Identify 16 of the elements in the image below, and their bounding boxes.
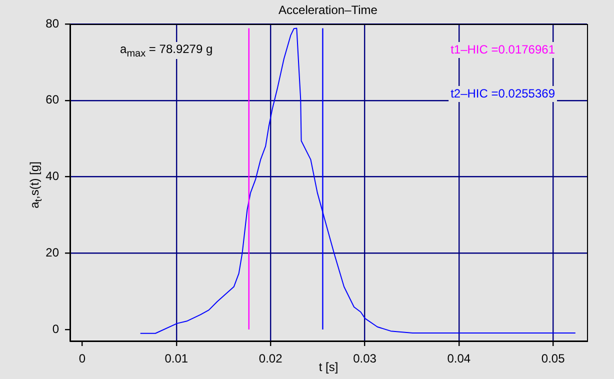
y-tick-label: 80: [46, 16, 60, 30]
y-tick-label: 0: [52, 322, 60, 336]
y-tick-label: 40: [46, 169, 60, 184]
y-tick-label: 20: [46, 245, 60, 260]
x-tick-label: 0.02: [258, 352, 283, 366]
x-tick-label: 0: [78, 352, 86, 366]
x-axis-title: t [s]: [318, 360, 338, 374]
annotation: a$_{max}$ = 78.9279 g: [118, 42, 215, 60]
x-tick-label: 0.05: [541, 352, 566, 366]
x-tick-label: 0.04: [447, 352, 471, 366]
x-tick-label: 0.01: [164, 352, 188, 366]
y-tick-label: 60: [46, 92, 60, 107]
x-tick-label: 0.03: [353, 352, 377, 366]
ref-line-label: t1–HIC =0.0176961: [450, 42, 556, 56]
ref-line-label: t2–HIC =0.0255369: [450, 86, 556, 100]
chart-title: Acceleration–Time: [278, 3, 378, 17]
